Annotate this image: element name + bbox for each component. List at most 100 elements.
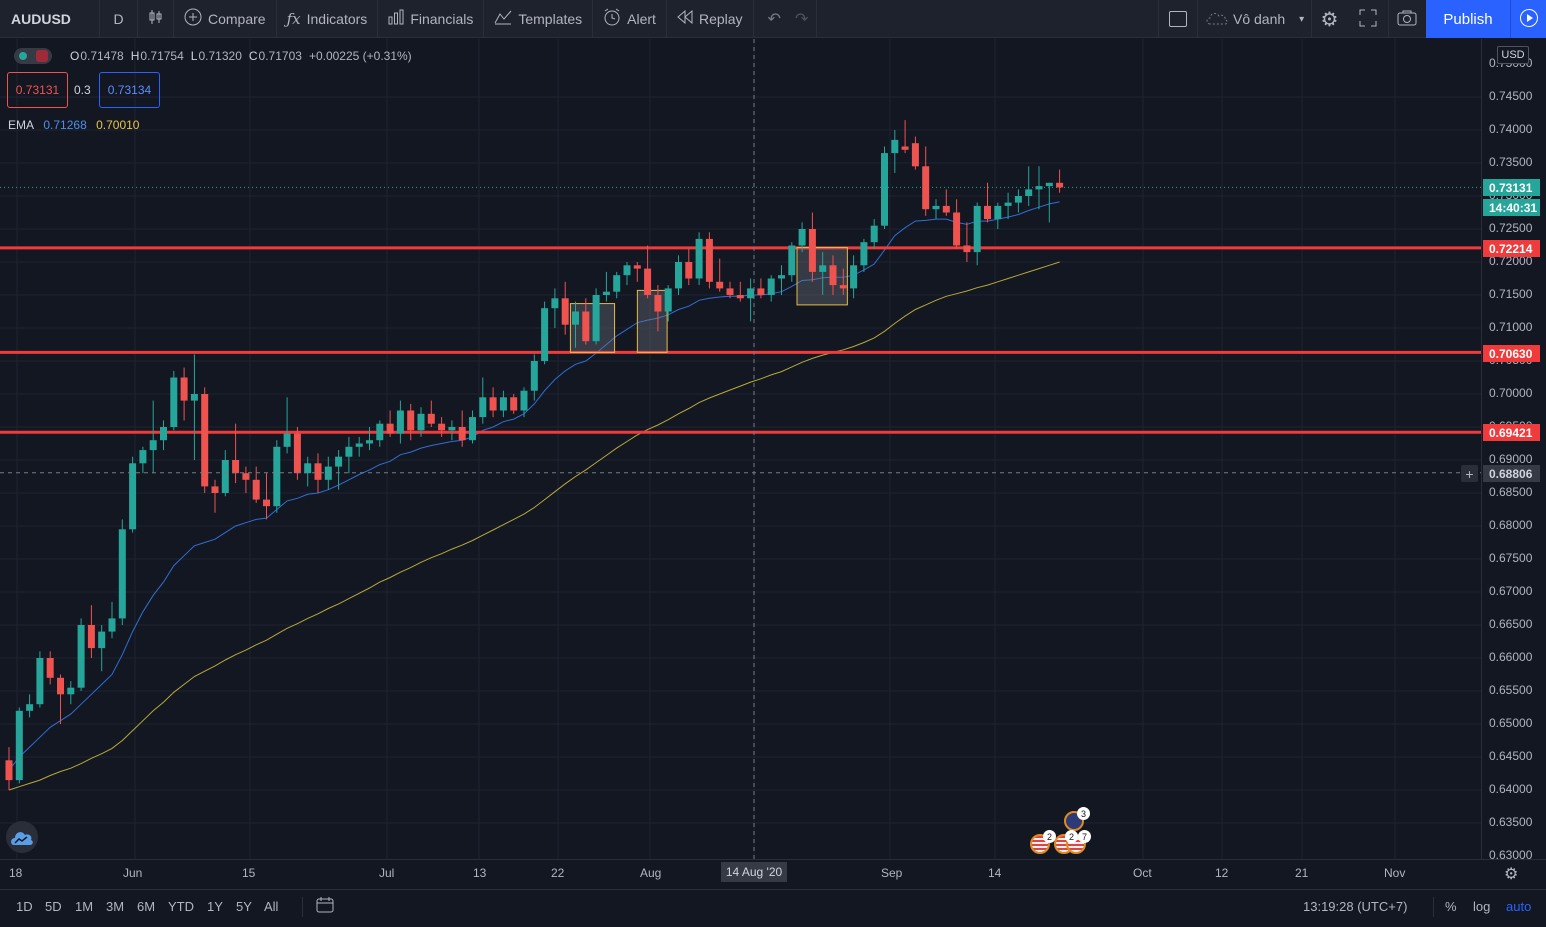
price-chart[interactable] <box>0 39 1546 859</box>
candle <box>510 394 518 414</box>
range-button-5d[interactable]: 5D <box>45 899 62 914</box>
candle-body <box>129 463 137 530</box>
price-tick-label: 0.63000 <box>1489 848 1533 862</box>
candle-body <box>77 625 85 688</box>
percent-scale-button[interactable]: % <box>1445 899 1457 914</box>
candle <box>87 605 95 658</box>
time-tick-label: Oct <box>1133 866 1152 880</box>
candle <box>57 674 64 724</box>
candle <box>1045 182 1053 223</box>
financials-button[interactable]: Financials <box>378 0 485 38</box>
candle <box>705 232 713 289</box>
settings-button[interactable]: ⚙ <box>1311 0 1347 38</box>
tradingview-logo[interactable] <box>6 821 38 853</box>
candle <box>654 285 662 332</box>
candle-body <box>57 677 64 695</box>
low-label: L <box>190 49 198 63</box>
replay-button[interactable]: Replay <box>667 0 754 38</box>
candle-body <box>644 268 652 295</box>
candle <box>716 258 724 292</box>
square-icon <box>1169 11 1187 27</box>
up-dot <box>18 52 27 60</box>
timezone-clock[interactable]: 13:19:28 (UTC+7) <box>1303 899 1408 914</box>
log-scale-button[interactable]: log <box>1473 899 1491 914</box>
range-button-all[interactable]: All <box>264 899 279 914</box>
publish-menu-button[interactable] <box>1510 0 1546 38</box>
range-button-3m[interactable]: 3M <box>106 899 125 914</box>
sell-button[interactable]: 0.73131 <box>7 72 68 108</box>
candle-body <box>685 262 693 279</box>
candle <box>1025 166 1033 206</box>
axis-settings-icon[interactable]: ⚙ <box>1504 866 1519 883</box>
price-tick-label: 0.63500 <box>1489 815 1533 829</box>
price-tick-label: 0.71500 <box>1489 287 1533 301</box>
candle-body <box>1004 202 1012 206</box>
candle <box>561 281 569 335</box>
ema-legend[interactable]: EMA 0.71268 0.70010 <box>8 118 139 132</box>
calendar-range-icon[interactable] <box>316 897 334 917</box>
candle-body <box>520 390 528 411</box>
candle-body <box>355 443 363 447</box>
high-value: 0.71754 <box>140 49 184 63</box>
indicators-button[interactable]: ƒx Indicators <box>277 0 379 38</box>
time-tick-label: 22 <box>551 866 565 880</box>
price-tick-label: 0.72000 <box>1489 254 1533 268</box>
range-button-1m[interactable]: 1M <box>75 899 94 914</box>
candle-body <box>860 242 868 266</box>
candle <box>417 407 425 437</box>
crosshair-plus-icon[interactable]: + <box>1461 465 1478 482</box>
price-tick-label: 0.74000 <box>1489 122 1533 136</box>
candle <box>283 397 291 454</box>
candle-body <box>366 440 373 444</box>
candle <box>602 271 610 302</box>
time-tick-label: 21 <box>1295 866 1309 880</box>
price-tick-label: 0.67500 <box>1489 551 1533 565</box>
open-value: 0.71478 <box>80 49 124 63</box>
ema-slow-value: 0.70010 <box>96 118 140 132</box>
candle <box>98 625 106 672</box>
snapshot-button[interactable] <box>1388 0 1424 38</box>
publish-button[interactable]: Publish <box>1426 0 1510 38</box>
time-tick-label: 13 <box>473 866 487 880</box>
ema-fast-line <box>8 201 1060 771</box>
alert-button[interactable]: Alert <box>593 0 667 38</box>
bar-style-button[interactable] <box>138 0 174 38</box>
crosshair <box>0 39 1481 859</box>
time-axis[interactable] <box>0 859 1546 889</box>
fullscreen-button[interactable] <box>1349 0 1387 38</box>
candle <box>932 199 940 220</box>
interval-selector[interactable]: D <box>100 0 138 38</box>
templates-button[interactable]: Templates <box>484 0 594 38</box>
candle <box>994 202 1002 229</box>
range-button-6m[interactable]: 6M <box>137 899 156 914</box>
candle <box>551 288 559 328</box>
candle-body <box>530 361 538 391</box>
candle-body <box>870 225 878 243</box>
range-button-5y[interactable]: 5Y <box>236 899 252 914</box>
range-button-1d[interactable]: 1D <box>16 899 33 914</box>
undo-button[interactable]: ↶ <box>754 0 787 38</box>
fullscreen-layout-button[interactable] <box>1158 0 1198 38</box>
price-axis[interactable] <box>1481 39 1546 859</box>
auto-scale-button[interactable]: auto <box>1506 899 1532 914</box>
candle-body <box>407 410 415 431</box>
symbol-search[interactable]: AUDUSD <box>0 0 100 38</box>
candle <box>386 410 394 437</box>
range-button-ytd[interactable]: YTD <box>168 899 194 914</box>
redo-button[interactable]: ↷ <box>787 0 818 38</box>
range-button-1y[interactable]: 1Y <box>207 899 223 914</box>
time-tick-label: Nov <box>1384 866 1406 880</box>
candle-body <box>335 456 343 467</box>
ema-slow-path <box>8 261 1060 791</box>
series-visibility-toggle[interactable] <box>14 48 52 64</box>
candle <box>46 651 54 685</box>
currency-badge[interactable]: USD <box>1497 46 1529 64</box>
price-tick-label: 0.64000 <box>1489 782 1533 796</box>
compare-button[interactable]: Compare <box>174 0 277 38</box>
layout-name-button[interactable]: Vô danh ▾ <box>1199 0 1311 38</box>
buy-button[interactable]: 0.73134 <box>99 72 160 108</box>
candle-body <box>36 658 44 705</box>
change-value: +0.00225 (+0.31%) <box>308 49 412 63</box>
candle-body <box>1056 182 1064 188</box>
candle <box>293 427 301 480</box>
